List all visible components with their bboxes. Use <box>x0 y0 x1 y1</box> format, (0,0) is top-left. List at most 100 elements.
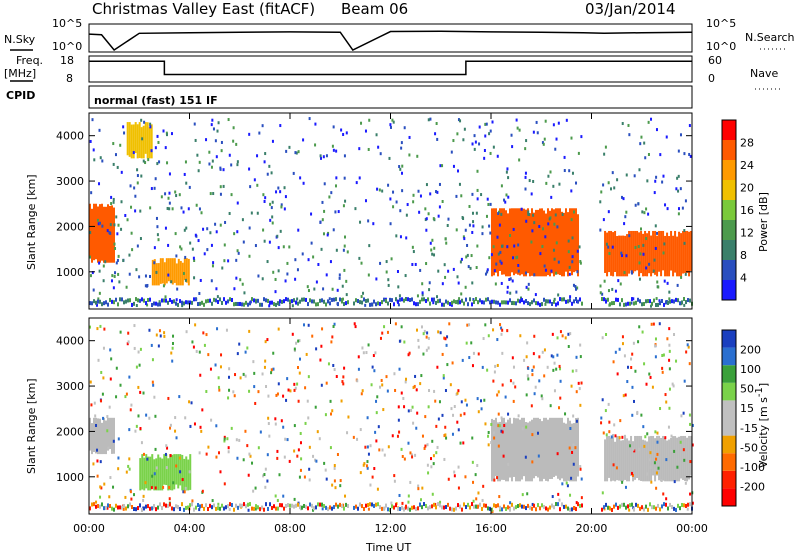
heatmap-speckle <box>432 301 435 305</box>
heatmap-speckle <box>146 457 149 461</box>
heatmap-speckle <box>689 422 692 426</box>
y-tick-label: 1000 <box>56 471 84 484</box>
heatmap-cell <box>549 210 551 277</box>
heatmap-speckle <box>251 461 254 465</box>
heatmap-speckle <box>432 462 435 466</box>
heatmap-speckle <box>150 486 153 490</box>
heatmap-cell <box>642 439 645 482</box>
heatmap-near-range <box>681 300 683 305</box>
heatmap-speckle <box>182 490 185 494</box>
heatmap-speckle <box>634 369 637 373</box>
heatmap-near-range <box>209 298 211 303</box>
heatmap-speckle <box>638 325 641 329</box>
heatmap-speckle <box>512 365 515 369</box>
heatmap-near-range <box>315 505 317 510</box>
heatmap-speckle <box>293 347 296 351</box>
heatmap-near-range <box>161 506 163 511</box>
heatmap-near-range <box>257 298 259 303</box>
heatmap-cell <box>535 417 537 477</box>
heatmap-speckle <box>408 135 411 139</box>
heatmap-speckle <box>620 254 623 258</box>
heatmap-speckle <box>681 206 684 210</box>
heatmap-speckle <box>137 385 140 389</box>
heatmap-speckle <box>458 182 461 186</box>
heatmap-speckle <box>211 159 214 163</box>
heatmap-speckle <box>444 337 447 341</box>
heatmap-near-range <box>137 298 139 303</box>
heatmap-speckle <box>96 218 99 222</box>
heatmap-speckle <box>112 162 115 166</box>
heatmap-cell <box>545 213 547 277</box>
heatmap-near-range <box>579 503 581 508</box>
heatmap-cell <box>628 230 631 274</box>
heatmap-near-range <box>643 302 645 307</box>
heatmap-speckle <box>297 228 300 232</box>
heatmap-speckle <box>490 422 493 426</box>
heatmap-speckle <box>209 231 212 235</box>
heatmap-cell <box>606 436 609 482</box>
heatmap-speckle <box>394 322 397 326</box>
heatmap-speckle <box>221 266 224 270</box>
colorbar-tick-label: -200 <box>740 480 765 493</box>
heatmap-speckle <box>542 142 545 146</box>
heatmap-speckle <box>677 207 680 211</box>
heatmap-speckle <box>631 352 634 356</box>
heatmap-speckle <box>256 211 259 215</box>
heatmap-speckle <box>553 389 556 393</box>
heatmap-speckle <box>331 287 334 291</box>
heatmap-speckle <box>293 382 296 386</box>
heatmap-speckle <box>425 348 428 352</box>
heatmap-speckle <box>480 193 483 197</box>
heatmap-speckle <box>193 422 196 426</box>
heatmap-speckle <box>561 212 564 216</box>
heatmap-near-range <box>499 302 501 307</box>
heatmap-speckle <box>418 210 421 214</box>
heatmap-speckle <box>524 147 527 151</box>
heatmap-near-range <box>227 299 229 304</box>
colorbar-segment <box>722 347 736 366</box>
heatmap-speckle <box>484 122 487 126</box>
heatmap-near-range <box>611 507 613 512</box>
heatmap-speckle <box>333 479 336 483</box>
heatmap-speckle <box>643 444 646 448</box>
heatmap-cell <box>551 208 553 274</box>
heatmap-speckle <box>569 426 572 430</box>
heatmap-near-range <box>657 302 659 307</box>
heatmap-speckle <box>457 465 460 469</box>
heatmap-speckle <box>214 363 217 367</box>
heatmap-near-range <box>497 300 499 305</box>
heatmap-speckle <box>342 132 345 136</box>
heatmap-near-range <box>395 297 397 302</box>
heatmap-speckle <box>574 446 577 450</box>
heatmap-speckle <box>662 353 665 357</box>
heatmap-speckle <box>457 118 460 122</box>
heatmap-speckle <box>435 122 438 126</box>
heatmap-speckle <box>156 134 159 138</box>
heatmap-speckle <box>294 277 297 281</box>
heatmap-speckle <box>614 434 617 438</box>
heatmap-near-range <box>229 297 231 302</box>
heatmap-speckle <box>622 394 625 398</box>
heatmap-speckle <box>100 399 103 403</box>
heatmap-near-range <box>497 503 499 508</box>
heatmap-near-range <box>651 301 653 306</box>
heatmap-near-range <box>409 298 411 303</box>
heatmap-near-range <box>255 504 257 509</box>
heatmap-speckle <box>263 239 266 243</box>
heatmap-speckle <box>471 364 474 368</box>
heatmap-cell <box>551 417 553 479</box>
heatmap-speckle <box>283 455 286 459</box>
heatmap-speckle <box>667 425 670 429</box>
heatmap-speckle <box>427 212 430 216</box>
heatmap-speckle <box>155 270 158 274</box>
heatmap-speckle <box>628 234 631 238</box>
heatmap-speckle <box>316 430 319 434</box>
heatmap-speckle <box>115 215 118 219</box>
heatmap-speckle <box>383 453 386 457</box>
heatmap-cell <box>187 459 190 491</box>
heatmap-speckle <box>645 266 648 270</box>
heatmap-speckle <box>433 253 436 257</box>
heatmap-speckle <box>441 164 444 168</box>
heatmap-speckle <box>532 352 535 356</box>
heatmap-speckle <box>552 248 555 252</box>
